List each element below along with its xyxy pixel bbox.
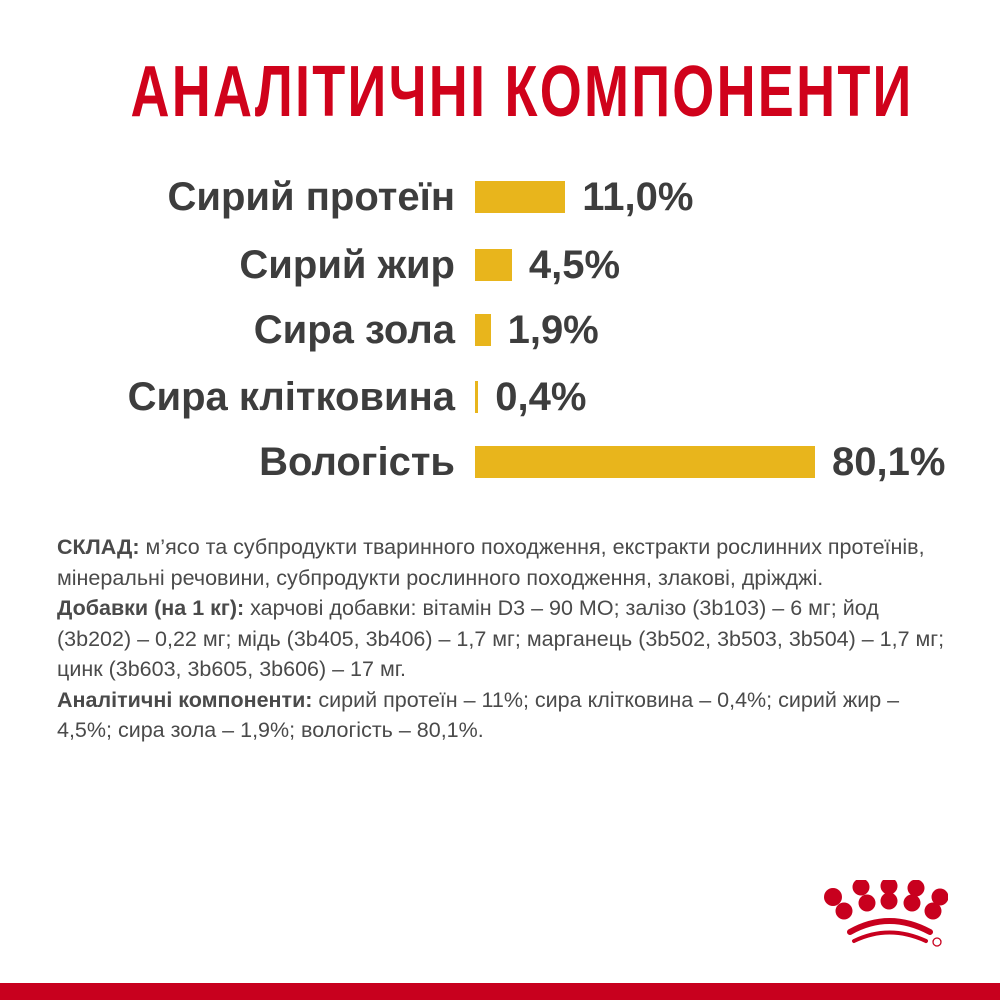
bar [475,446,815,478]
data-label: 4,5% [528,243,621,287]
analytic-body: сирий протеїн – 11%; сира клітковина – 0… [57,687,900,743]
bar-row: Сира зола 1,9% [0,305,1000,355]
category-label: Сира клітковина [127,375,455,419]
bar [475,249,512,281]
bar-row: Сирий жир 4,5% [0,240,1000,290]
additives-label: Добавки (на 1 кг): [57,596,245,620]
category-label: Сирий жир [239,243,455,287]
data-label: 1,9% [507,308,599,352]
royal-canin-crown-logo [824,880,948,947]
bar-row: Сирий протеїн 11,0% [0,172,1000,222]
bar-row: Вологість 80,1% [0,437,1000,487]
bottom-brand-bar [0,983,1000,1000]
data-label: 80,1% [832,440,946,484]
composition-text: СКЛАД: м’ясо та субпродукти тваринного п… [57,532,957,746]
bar [475,314,491,346]
composition-body: м’ясо та субпродукти тваринного походжен… [57,535,925,590]
bar-row: Сира клітковина 0,4% [0,372,1000,422]
category-label: Сирий протеїн [167,175,455,219]
bar [475,181,566,213]
data-label: 11,0% [582,175,694,219]
analytic-label: Аналітичні компоненти: [57,687,313,712]
category-label: Сира зола [253,308,455,352]
bar [475,381,479,413]
title-container: АНАЛІТИЧНІ КОМПОНЕНТИ [0,52,1000,132]
page-title: АНАЛІТИЧНІ КОМПОНЕНТИ [130,52,914,132]
additives-body: харчові добавки: вітамін D3 – 90 МО; зал… [57,596,945,681]
data-label: 0,4% [495,375,587,419]
category-label: Вологість [259,440,455,484]
composition-label: СКЛАД: [57,535,140,559]
